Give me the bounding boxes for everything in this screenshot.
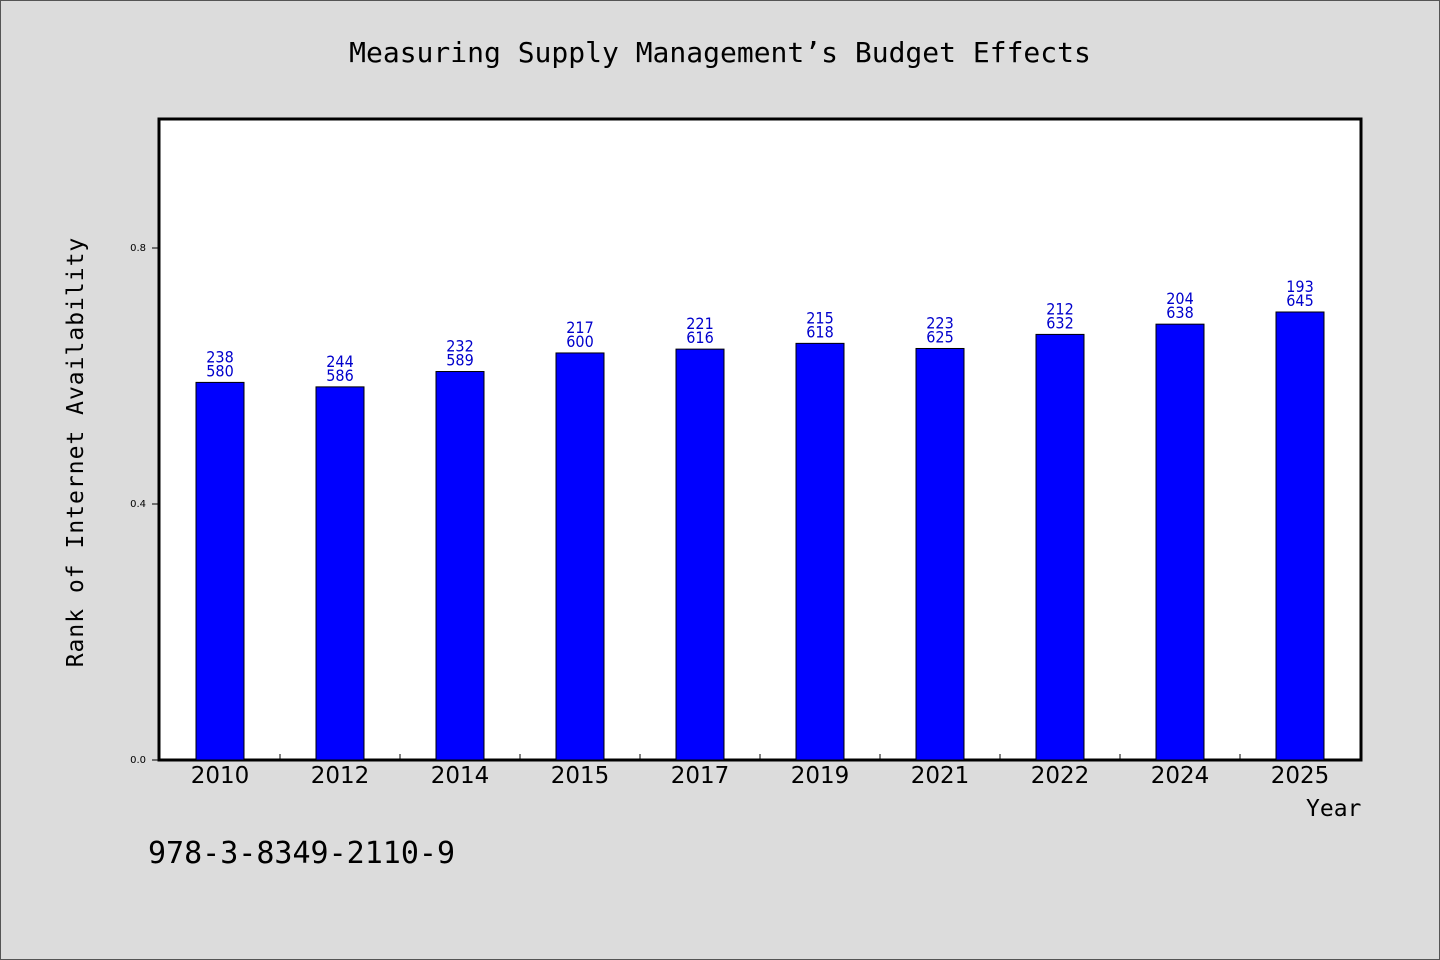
chart-title: Measuring Supply Management’s Budget Eff… [349,36,1091,69]
bar-label-bottom: 580 [206,361,233,380]
bar-label-bottom: 600 [566,332,593,351]
bar-label-bottom: 638 [1166,303,1193,322]
x-tick-label: 2025 [1271,763,1330,789]
bar-label-bottom: 589 [446,351,473,370]
bar-label-top: 232 [446,337,473,356]
x-tick-label: 2021 [911,763,970,789]
x-tick-label: 2014 [431,763,490,789]
bar [315,386,365,761]
isbn-annotation: 978-3-8349-2110-9 [148,836,456,871]
bars [195,311,1325,761]
bar [195,381,245,761]
y-tick-label: 0.8 [130,243,146,254]
bar-label-top: 204 [1166,289,1193,308]
bar-label-top: 221 [686,314,713,333]
x-tick-label: 2022 [1031,763,1090,789]
bar-label-bottom: 586 [326,366,353,385]
bar-label-bottom: 632 [1046,313,1073,332]
x-tick-label: 2012 [311,763,370,789]
bar-label-bottom: 625 [926,327,953,346]
y-tick-label: 0.0 [130,755,146,766]
bar-label-bottom: 645 [1286,291,1313,310]
axis-ticks: 0.0 0.4 0.8 2010 2012 2014 2015 2017 2019 2021 202… [130,243,1329,789]
bar-label-top: 238 [206,347,233,366]
bar [795,342,845,761]
bar [1035,333,1085,761]
bar [1275,311,1325,761]
bar [1155,323,1205,761]
bar-label-top: 223 [926,313,953,332]
bar-label-top: 193 [1286,277,1313,296]
x-tick-label: 2024 [1151,763,1210,789]
bar [915,347,965,761]
x-tick-label: 2017 [671,763,730,789]
x-tick-label: 2019 [791,763,850,789]
bar [675,348,725,761]
x-tick-label: 2015 [551,763,610,789]
bar-label-bottom: 618 [806,322,833,341]
bar-label-top: 217 [566,318,593,337]
bar-label-top: 215 [806,308,833,327]
x-tick-label: 2010 [191,763,250,789]
bar-label-bottom: 616 [686,328,713,347]
bar [555,352,605,761]
x-axis-label: Year [1306,796,1362,822]
bar [435,371,485,761]
y-tick-label: 0.4 [130,499,146,510]
y-axis-label: Rank of Internet Availability [63,236,89,668]
bar-label-top: 212 [1046,299,1073,318]
bar-label-top: 244 [326,352,353,371]
